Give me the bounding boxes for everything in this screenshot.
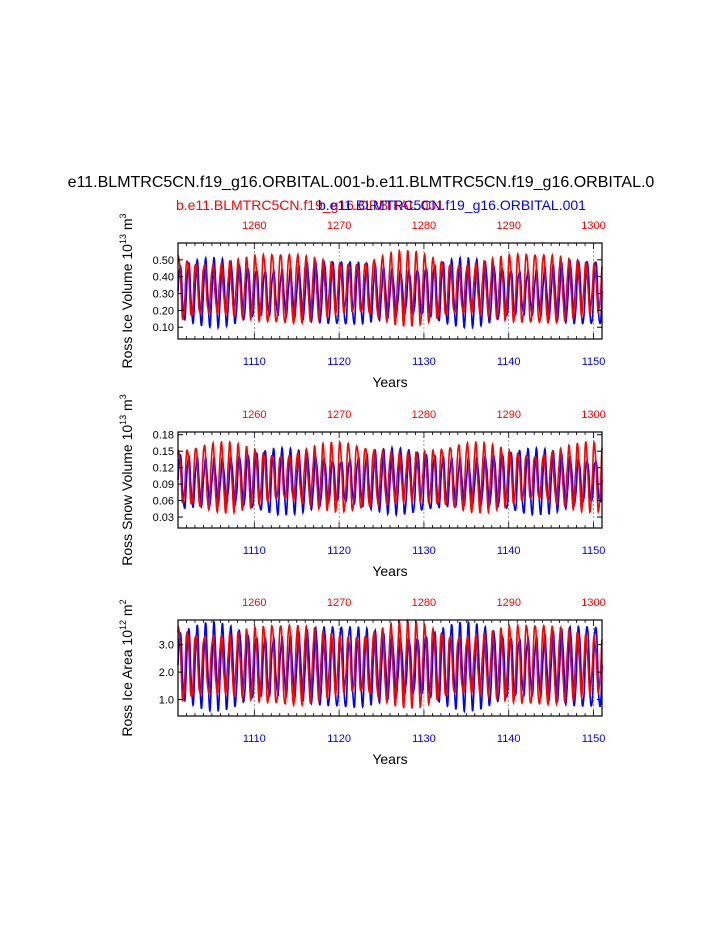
legend-blue-label: b.e11.BLMTRC5CN.f19_g16.ORBITAL.001	[318, 197, 586, 213]
x-tick-label-top: 1300	[581, 220, 605, 232]
chart-panel-1: 0.10 0.20 0.30 0.40 0.50 1110 1120 1130 1140 1150…	[118, 213, 606, 390]
x-axis-label: Years	[372, 751, 407, 767]
x-tick-label-bottom: 1140	[497, 545, 521, 557]
x-tick-label-bottom: 1120	[327, 545, 351, 557]
x-tick-label-top: 1270	[327, 409, 351, 421]
main-title: e11.BLMTRC5CN.f19_g16.ORBITAL.001-b.e11.…	[68, 174, 655, 191]
y-tick-label: 0.40	[153, 272, 174, 284]
y-axis-label-unit-exponent: 3	[118, 394, 128, 399]
x-tick-label-top: 1290	[496, 597, 520, 609]
y-axis-label-unit-exponent: 2	[118, 599, 128, 604]
series-line-red	[177, 440, 603, 516]
x-tick-label-top: 1270	[327, 597, 351, 609]
y-tick-label: 0.15	[153, 446, 174, 458]
y-axis-label-base: Ross Snow Volume 10	[119, 425, 135, 566]
x-tick-label-bottom: 1130	[412, 733, 436, 745]
y-axis-label-exponent: 13	[118, 234, 128, 244]
chart-panel-2: 0.03 0.06 0.09 0.12 0.15 0.18 1110 1120 1130 1140…	[118, 394, 606, 579]
y-axis-label: Ross Snow Volume 1013 m3	[118, 394, 135, 565]
x-tick-label-bottom: 1150	[582, 356, 606, 368]
y-tick-label: 3.0	[159, 640, 174, 652]
y-axis-label-base: Ross Ice Area 10	[119, 630, 135, 737]
y-tick-label: 1.0	[159, 695, 174, 707]
x-tick-label-top: 1270	[327, 220, 351, 232]
x-tick-label-top: 1260	[242, 597, 266, 609]
x-tick-label-bottom: 1140	[497, 356, 521, 368]
x-tick-label-top: 1280	[412, 597, 436, 609]
x-tick-label-top: 1260	[242, 220, 266, 232]
x-tick-label-bottom: 1120	[327, 356, 351, 368]
x-tick-label-bottom: 1150	[582, 545, 606, 557]
y-axis-label-exponent: 12	[118, 620, 128, 630]
x-tick-label-bottom: 1110	[243, 356, 266, 368]
y-tick-label: 0.09	[153, 479, 174, 491]
x-tick-label-bottom: 1140	[497, 733, 521, 745]
y-axis-label-unit: m	[119, 604, 135, 620]
x-tick-label-bottom: 1110	[243, 733, 266, 745]
x-tick-label-bottom: 1130	[412, 545, 436, 557]
y-tick-label: 0.12	[153, 463, 174, 475]
x-tick-label-bottom: 1120	[327, 733, 351, 745]
y-axis-label-unit: m	[119, 218, 135, 234]
x-tick-label-top: 1300	[581, 409, 605, 421]
series-line-blue	[177, 255, 603, 331]
x-tick-label-top: 1280	[412, 409, 436, 421]
chart-panel-3: 1.0 2.0 3.0 1110 1120 1130 1140 1150 1260 1270 128…	[118, 597, 606, 767]
y-tick-label: 0.18	[153, 430, 174, 442]
x-tick-label-top: 1290	[496, 409, 520, 421]
x-tick-label-bottom: 1150	[582, 733, 606, 745]
y-axis-label-unit: m	[119, 399, 135, 415]
x-tick-label-top: 1260	[242, 409, 266, 421]
series-line-blue	[177, 444, 603, 518]
y-tick-label: 0.03	[153, 512, 174, 524]
series-line-blue	[177, 620, 603, 714]
x-tick-label-bottom: 1130	[412, 356, 436, 368]
y-tick-label: 0.06	[153, 496, 174, 508]
legend-red-label: b.e11.BLMTRC5CN.f19_g16.ORBITAL.001	[176, 197, 444, 213]
y-axis-label-unit-exponent: 3	[118, 213, 128, 218]
x-axis-label: Years	[372, 563, 407, 579]
y-tick-label: 2.0	[159, 667, 174, 679]
y-tick-label: 0.20	[153, 305, 174, 317]
y-axis-label: Ross Ice Area 1012 m2	[118, 599, 135, 736]
y-axis-label-base: Ross Ice Volume 10	[119, 244, 135, 369]
y-tick-label: 0.10	[153, 322, 174, 334]
x-tick-label-top: 1300	[581, 597, 605, 609]
series-line-red	[177, 248, 603, 327]
y-tick-label: 0.50	[153, 255, 174, 267]
x-tick-label-top: 1280	[412, 220, 436, 232]
y-tick-label: 0.30	[153, 289, 174, 301]
x-tick-label-bottom: 1110	[243, 545, 266, 557]
x-tick-label-top: 1290	[496, 220, 520, 232]
y-axis-label-exponent: 13	[118, 415, 128, 425]
x-axis-label: Years	[372, 374, 407, 390]
y-axis-label: Ross Ice Volume 1013 m3	[118, 213, 135, 368]
series-line-red	[177, 618, 603, 709]
